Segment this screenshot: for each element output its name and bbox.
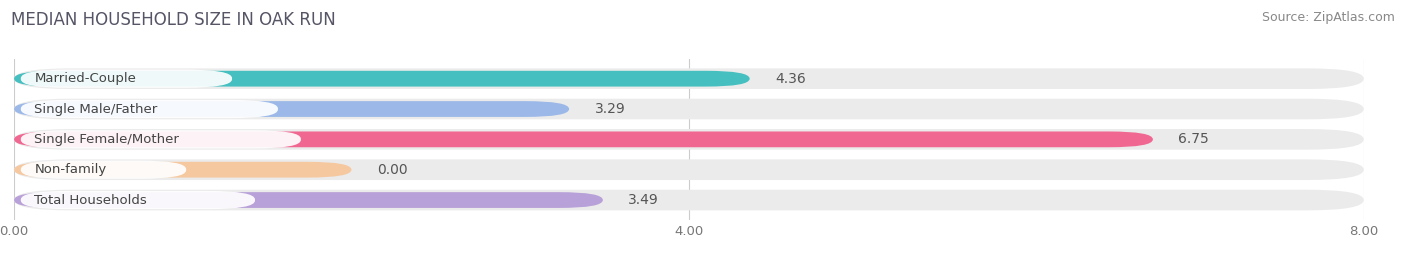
FancyBboxPatch shape [21, 130, 301, 148]
Text: 0.00: 0.00 [377, 163, 408, 177]
FancyBboxPatch shape [14, 129, 1364, 150]
FancyBboxPatch shape [14, 99, 1364, 119]
FancyBboxPatch shape [21, 70, 232, 88]
FancyBboxPatch shape [21, 191, 254, 209]
FancyBboxPatch shape [14, 162, 352, 178]
FancyBboxPatch shape [14, 71, 749, 87]
FancyBboxPatch shape [14, 159, 1364, 180]
FancyBboxPatch shape [14, 192, 603, 208]
Text: Total Households: Total Households [34, 193, 148, 207]
Text: Single Male/Father: Single Male/Father [34, 103, 157, 116]
Text: 4.36: 4.36 [775, 72, 806, 86]
FancyBboxPatch shape [14, 132, 1153, 147]
FancyBboxPatch shape [14, 101, 569, 117]
Text: 6.75: 6.75 [1178, 132, 1209, 146]
Text: 3.29: 3.29 [595, 102, 626, 116]
Text: Single Female/Mother: Single Female/Mother [34, 133, 179, 146]
Text: Source: ZipAtlas.com: Source: ZipAtlas.com [1261, 11, 1395, 24]
Text: Married-Couple: Married-Couple [34, 72, 136, 85]
Text: Non-family: Non-family [34, 163, 107, 176]
FancyBboxPatch shape [21, 100, 278, 118]
FancyBboxPatch shape [14, 68, 1364, 89]
Text: 3.49: 3.49 [628, 193, 659, 207]
FancyBboxPatch shape [21, 161, 186, 179]
FancyBboxPatch shape [14, 190, 1364, 210]
Text: MEDIAN HOUSEHOLD SIZE IN OAK RUN: MEDIAN HOUSEHOLD SIZE IN OAK RUN [11, 11, 336, 29]
